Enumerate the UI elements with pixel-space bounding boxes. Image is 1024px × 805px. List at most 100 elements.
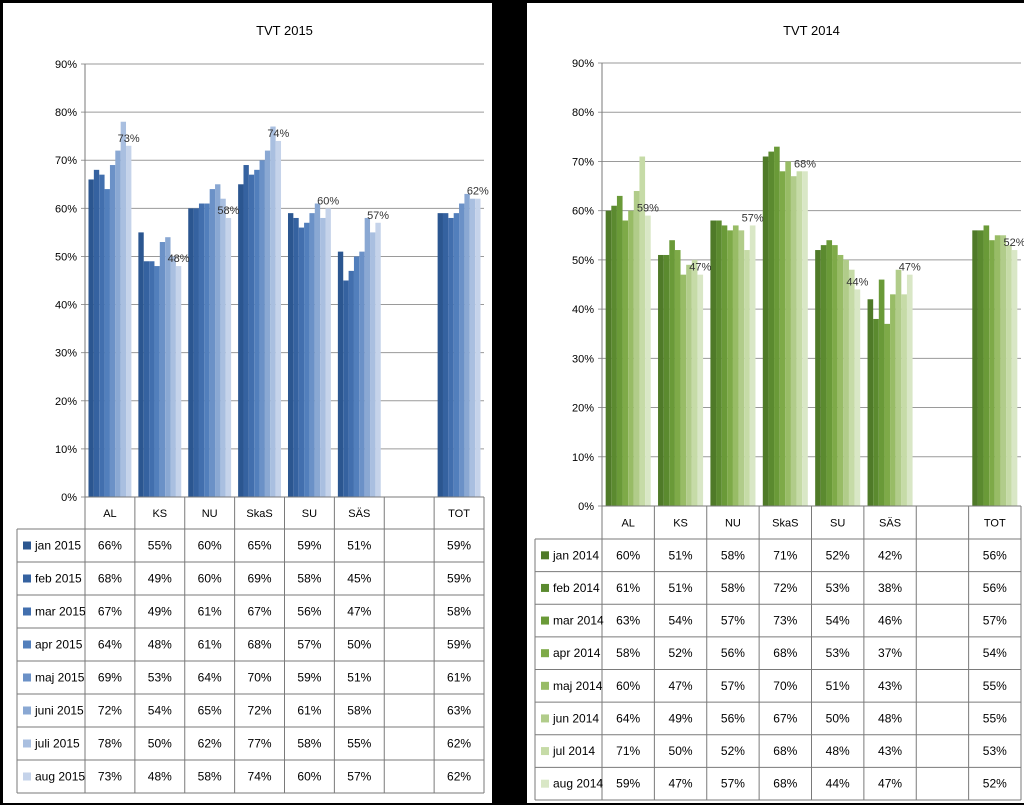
table-cell: 65%	[198, 704, 222, 718]
bar-4-6	[848, 269, 855, 506]
bar-1-7	[175, 266, 182, 497]
table-cell: 60%	[616, 548, 640, 562]
table-cell: 49%	[148, 572, 172, 586]
x-tick-label: SkaS	[246, 508, 272, 520]
legend-entry: jan 2014	[552, 548, 599, 562]
bar-2-0	[188, 208, 194, 497]
bar-0-2	[99, 174, 105, 497]
table-cell: 64%	[616, 711, 640, 725]
table-cell: 37%	[878, 646, 902, 660]
table-cell: 58%	[721, 581, 745, 595]
legend-entry: aug 2014	[553, 777, 603, 791]
table-cell: 50%	[669, 744, 693, 758]
legend-swatch	[23, 772, 31, 781]
table-cell: 51%	[347, 671, 371, 685]
y-tick-label: 20%	[55, 396, 77, 408]
y-tick-label: 10%	[572, 452, 594, 464]
legend-swatch	[541, 551, 549, 560]
x-tick-label: TOT	[984, 518, 1006, 530]
bar-3-3	[779, 171, 786, 507]
table-cell: 43%	[878, 679, 902, 693]
bar-7-4	[459, 203, 465, 497]
legend-swatch	[541, 616, 549, 625]
table-cell: 56%	[983, 581, 1007, 595]
data-label: 52%	[1004, 237, 1024, 249]
table-cell: 38%	[878, 581, 902, 595]
legend-swatch	[23, 706, 31, 715]
table-cell: 57%	[721, 777, 745, 791]
table-cell: 57%	[297, 638, 321, 652]
bar-2-0	[710, 220, 717, 506]
bar-0-1	[611, 205, 617, 507]
x-tick-label: SÄS	[879, 518, 901, 530]
table-cell: 58%	[616, 646, 640, 660]
bar-7-7	[475, 198, 481, 497]
table-cell: 51%	[669, 581, 693, 595]
bar-5-7	[375, 222, 381, 497]
table-cell: 72%	[98, 704, 122, 718]
bar-7-5	[464, 193, 470, 497]
table-cell: 56%	[721, 646, 745, 660]
bar-4-2	[826, 240, 833, 506]
bar-5-3	[884, 323, 891, 506]
y-tick-label: 90%	[55, 59, 77, 71]
bar-1-4	[680, 274, 687, 506]
bar-3-4	[785, 161, 791, 506]
bar-2-2	[198, 203, 205, 497]
table-cell: 61%	[198, 605, 222, 619]
legend-entry: feb 2015	[35, 572, 82, 586]
table-cell: 54%	[669, 614, 693, 628]
bar-5-6	[901, 294, 907, 506]
bar-3-5	[790, 176, 797, 506]
table-cell: 52%	[983, 777, 1007, 791]
bar-3-7	[802, 171, 808, 507]
bar-4-5	[843, 259, 849, 506]
data-label: 57%	[742, 212, 764, 224]
table-cell: 74%	[248, 770, 272, 784]
table-cell: 68%	[773, 777, 797, 791]
table-cell: 60%	[198, 572, 222, 586]
table-cell: 67%	[98, 605, 122, 619]
bar-0-6	[120, 121, 127, 497]
table-cell: 60%	[616, 679, 640, 693]
legend-entry: maj 2015	[35, 671, 85, 685]
legend-entry: aug 2015	[35, 770, 85, 784]
table-cell: 50%	[148, 737, 172, 751]
data-label: 57%	[367, 210, 389, 222]
table-cell: 53%	[826, 581, 850, 595]
x-tick-label: SU	[302, 508, 317, 520]
table-cell: 73%	[98, 770, 122, 784]
table-cell: 77%	[248, 737, 272, 751]
bar-3-1	[243, 165, 249, 497]
bar-3-6	[270, 126, 276, 497]
bar-4-1	[820, 245, 827, 506]
table-cell: 55%	[347, 737, 371, 751]
table-cell: 50%	[826, 711, 850, 725]
bar-1-1	[663, 254, 670, 506]
table-cell: 49%	[669, 711, 693, 725]
data-label: 62%	[467, 186, 489, 198]
table-cell: 60%	[297, 770, 321, 784]
table-cell: 46%	[878, 614, 902, 628]
table-cell: 47%	[669, 777, 693, 791]
legend-entry: juni 2015	[34, 704, 84, 718]
bar-2-1	[193, 208, 199, 497]
table-cell: 52%	[669, 646, 693, 660]
legend-swatch	[541, 649, 549, 658]
legend-swatch	[23, 739, 31, 748]
data-label: 60%	[317, 195, 339, 207]
table-cell: 55%	[148, 539, 172, 553]
legend-swatch	[23, 640, 31, 649]
table-cell: 53%	[826, 646, 850, 660]
bar-1-6	[691, 259, 698, 506]
table-cell: 43%	[878, 744, 902, 758]
table-cell: 53%	[983, 744, 1007, 758]
bar-7-2	[983, 225, 990, 506]
table-cell: 51%	[347, 539, 371, 553]
bar-3-0	[238, 184, 244, 497]
x-tick-label: NU	[202, 508, 218, 520]
table-cell: 61%	[447, 671, 471, 685]
bar-5-7	[906, 274, 913, 506]
bar-2-7	[749, 225, 756, 506]
y-tick-label: 80%	[572, 107, 594, 119]
